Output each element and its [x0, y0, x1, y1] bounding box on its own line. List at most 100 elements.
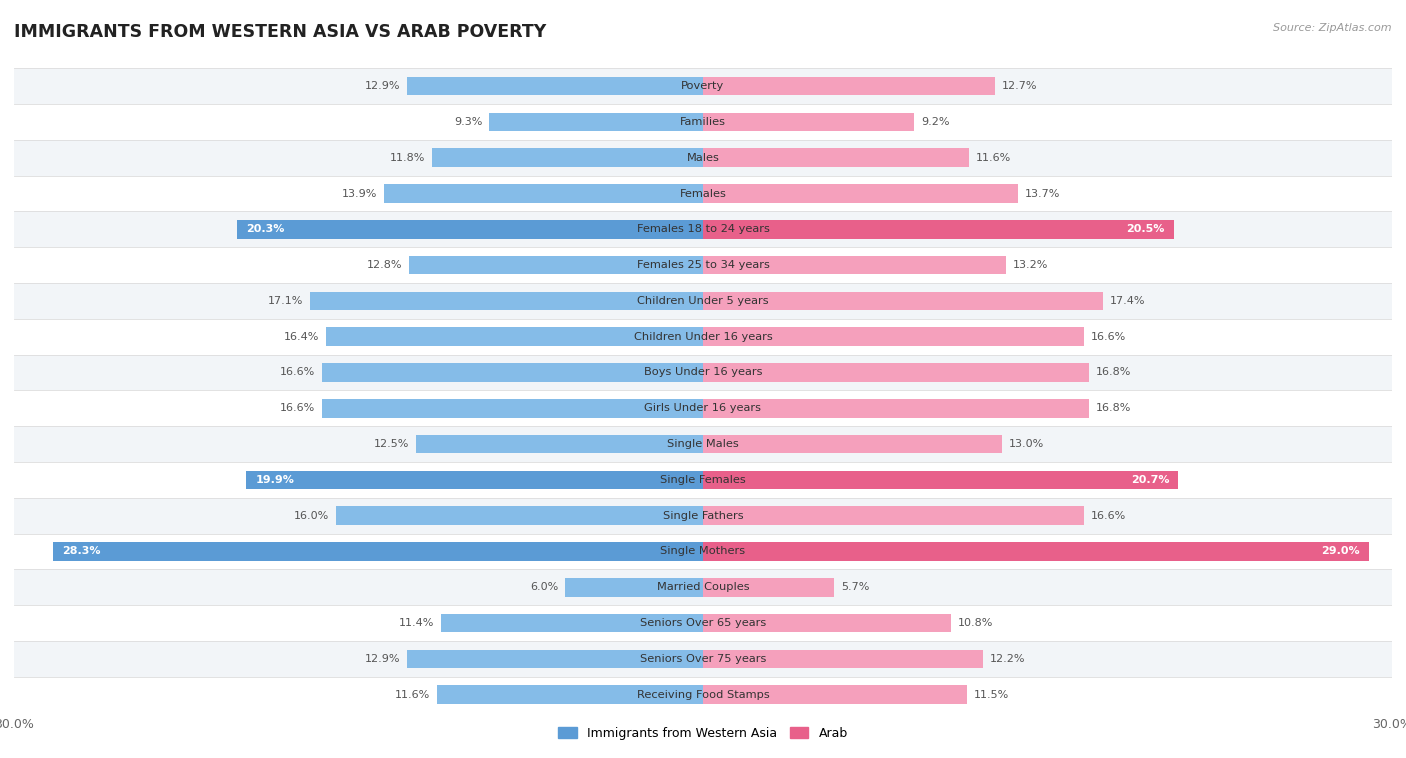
- Text: 12.9%: 12.9%: [364, 654, 399, 664]
- Text: 9.3%: 9.3%: [454, 117, 482, 127]
- Text: 16.8%: 16.8%: [1095, 403, 1130, 413]
- Text: Girls Under 16 years: Girls Under 16 years: [644, 403, 762, 413]
- Bar: [432, 149, 703, 167]
- Bar: [14, 426, 1392, 462]
- Text: 28.3%: 28.3%: [62, 547, 101, 556]
- Bar: [14, 319, 1392, 355]
- Text: 11.8%: 11.8%: [389, 152, 425, 163]
- Text: 11.4%: 11.4%: [399, 618, 434, 628]
- Text: 11.6%: 11.6%: [976, 152, 1011, 163]
- Text: 16.0%: 16.0%: [294, 511, 329, 521]
- Text: Married Couples: Married Couples: [657, 582, 749, 592]
- Bar: [14, 498, 1392, 534]
- Text: 11.5%: 11.5%: [974, 690, 1010, 700]
- Bar: [14, 390, 1392, 426]
- Bar: [703, 542, 1369, 561]
- Text: 12.9%: 12.9%: [364, 81, 399, 91]
- Bar: [703, 506, 1084, 525]
- Text: Single Fathers: Single Fathers: [662, 511, 744, 521]
- Bar: [406, 650, 703, 668]
- Bar: [703, 184, 1018, 203]
- Text: 16.6%: 16.6%: [280, 368, 315, 377]
- Bar: [14, 139, 1392, 176]
- Text: 17.1%: 17.1%: [269, 296, 304, 306]
- Bar: [14, 104, 1392, 139]
- Text: 13.7%: 13.7%: [1025, 189, 1060, 199]
- Bar: [384, 184, 703, 203]
- Text: 16.6%: 16.6%: [1091, 332, 1126, 342]
- Bar: [53, 542, 703, 561]
- Bar: [14, 605, 1392, 641]
- Text: Boys Under 16 years: Boys Under 16 years: [644, 368, 762, 377]
- Bar: [703, 77, 994, 96]
- Text: IMMIGRANTS FROM WESTERN ASIA VS ARAB POVERTY: IMMIGRANTS FROM WESTERN ASIA VS ARAB POV…: [14, 23, 547, 41]
- Text: Females: Females: [679, 189, 727, 199]
- Text: 10.8%: 10.8%: [957, 618, 993, 628]
- Bar: [703, 327, 1084, 346]
- Bar: [703, 435, 1001, 453]
- Bar: [14, 462, 1392, 498]
- Text: 16.4%: 16.4%: [284, 332, 319, 342]
- Bar: [703, 255, 1007, 274]
- Bar: [437, 685, 703, 704]
- Bar: [703, 685, 967, 704]
- Text: 16.6%: 16.6%: [1091, 511, 1126, 521]
- Text: 16.6%: 16.6%: [280, 403, 315, 413]
- Bar: [409, 255, 703, 274]
- Bar: [14, 355, 1392, 390]
- Text: 11.6%: 11.6%: [395, 690, 430, 700]
- Bar: [14, 534, 1392, 569]
- Text: Families: Families: [681, 117, 725, 127]
- Bar: [406, 77, 703, 96]
- Text: 20.7%: 20.7%: [1130, 475, 1170, 485]
- Text: Single Females: Single Females: [661, 475, 745, 485]
- Text: Single Mothers: Single Mothers: [661, 547, 745, 556]
- Bar: [703, 471, 1178, 489]
- Text: 12.7%: 12.7%: [1001, 81, 1038, 91]
- Bar: [14, 677, 1392, 713]
- Text: 13.0%: 13.0%: [1008, 439, 1043, 449]
- Text: Females 18 to 24 years: Females 18 to 24 years: [637, 224, 769, 234]
- Bar: [703, 650, 983, 668]
- Text: 12.5%: 12.5%: [374, 439, 409, 449]
- Text: Receiving Food Stamps: Receiving Food Stamps: [637, 690, 769, 700]
- Text: Females 25 to 34 years: Females 25 to 34 years: [637, 260, 769, 270]
- Bar: [703, 292, 1102, 310]
- Text: 19.9%: 19.9%: [256, 475, 294, 485]
- Bar: [703, 220, 1174, 239]
- Bar: [416, 435, 703, 453]
- Text: 13.9%: 13.9%: [342, 189, 377, 199]
- Text: 9.2%: 9.2%: [921, 117, 949, 127]
- Text: Poverty: Poverty: [682, 81, 724, 91]
- Bar: [14, 641, 1392, 677]
- Text: 12.2%: 12.2%: [990, 654, 1025, 664]
- Text: 17.4%: 17.4%: [1109, 296, 1144, 306]
- Bar: [322, 399, 703, 418]
- Text: 20.3%: 20.3%: [246, 224, 284, 234]
- Bar: [236, 220, 703, 239]
- Text: 5.7%: 5.7%: [841, 582, 869, 592]
- Bar: [441, 614, 703, 632]
- Text: Single Males: Single Males: [666, 439, 740, 449]
- Text: 20.5%: 20.5%: [1126, 224, 1164, 234]
- Bar: [703, 113, 914, 131]
- Legend: Immigrants from Western Asia, Arab: Immigrants from Western Asia, Arab: [554, 722, 852, 745]
- Text: 12.8%: 12.8%: [367, 260, 402, 270]
- Bar: [246, 471, 703, 489]
- Bar: [703, 399, 1088, 418]
- Bar: [703, 363, 1088, 382]
- Text: 13.2%: 13.2%: [1012, 260, 1049, 270]
- Bar: [326, 327, 703, 346]
- Bar: [14, 247, 1392, 283]
- Bar: [703, 578, 834, 597]
- Bar: [565, 578, 703, 597]
- Bar: [14, 569, 1392, 605]
- Text: Seniors Over 65 years: Seniors Over 65 years: [640, 618, 766, 628]
- Text: Children Under 5 years: Children Under 5 years: [637, 296, 769, 306]
- Bar: [703, 149, 969, 167]
- Bar: [336, 506, 703, 525]
- Bar: [14, 283, 1392, 319]
- Bar: [14, 68, 1392, 104]
- Text: Males: Males: [686, 152, 720, 163]
- Text: Children Under 16 years: Children Under 16 years: [634, 332, 772, 342]
